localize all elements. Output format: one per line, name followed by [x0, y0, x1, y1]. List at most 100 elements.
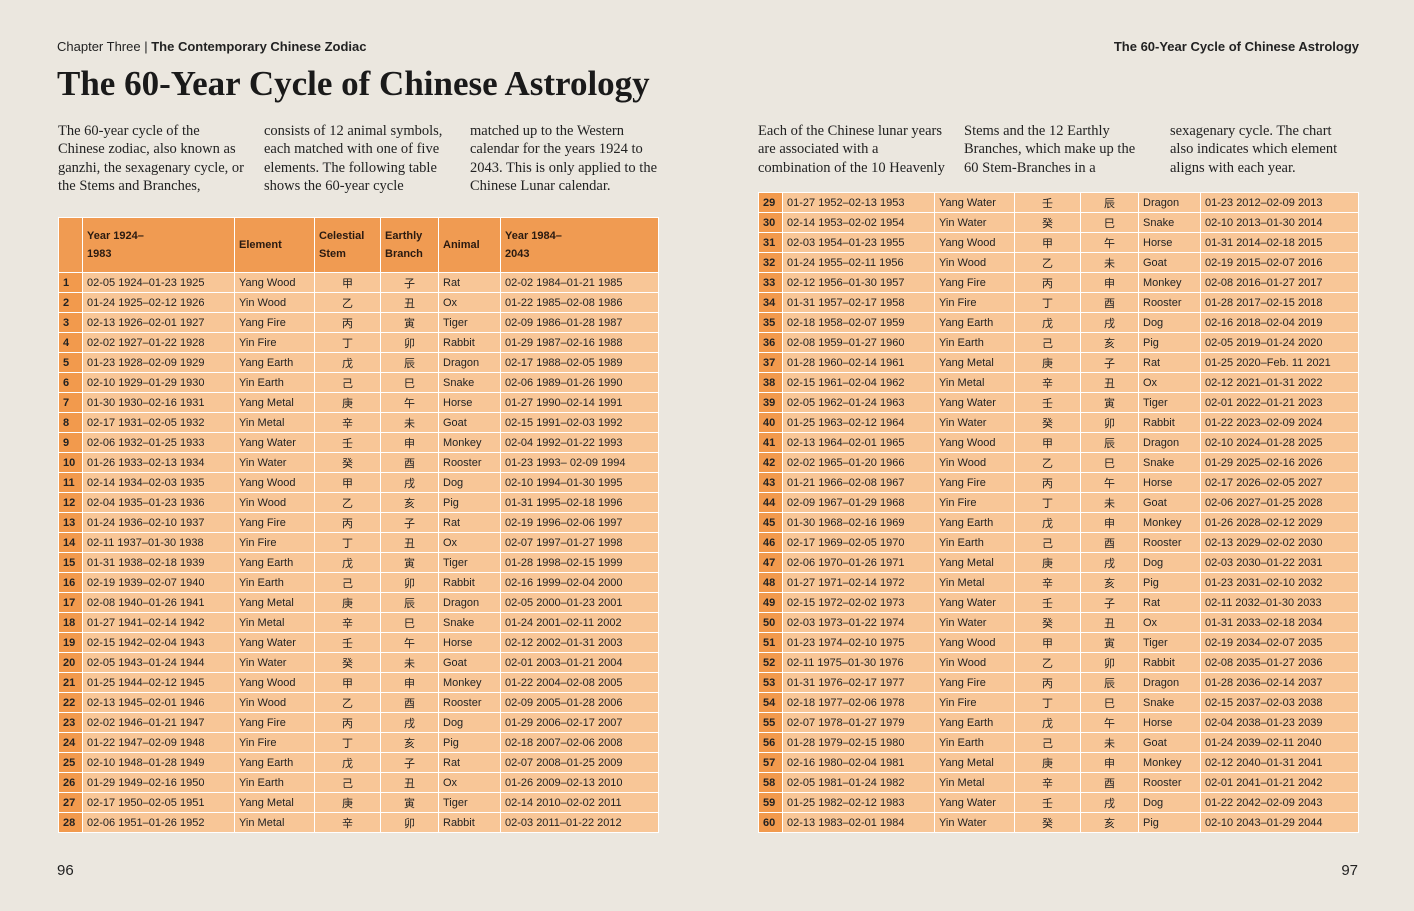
table-cell: 癸 — [314, 652, 381, 673]
table-cell: Yang Wood — [234, 472, 315, 493]
table-cell: 丁 — [314, 732, 381, 753]
table-row: 57 02-16 1980–02-04 1981 Yang Metal 庚申 Monke… — [758, 752, 1359, 773]
table-cell: Yang Earth — [934, 512, 1015, 533]
table-cell: Yin Water — [934, 812, 1015, 833]
table-cell: 卯 — [380, 332, 439, 353]
table-cell: Yang Fire — [234, 312, 315, 333]
table-cell: Rooster — [1138, 532, 1201, 553]
table-cell: 02-04 1935–01-23 1936 — [82, 492, 235, 513]
table-cell: 45 — [758, 512, 783, 533]
table-cell: 己 — [1014, 532, 1081, 553]
table-cell: 02-02 1984–01-21 1985 — [500, 272, 659, 293]
table-cell: 癸 — [1014, 812, 1081, 833]
table-cell: 02-13 1926–02-01 1927 — [82, 312, 235, 333]
table-row: 24 01-22 1947–02-09 1948 Yin Fire 丁亥 Pig 02-1… — [58, 732, 659, 753]
table-cell: 02-05 2000–01-23 2001 — [500, 592, 659, 613]
table-cell: 02-15 1991–02-03 1992 — [500, 412, 659, 433]
table-cell: 戌 — [380, 472, 439, 493]
table-cell: 02-15 1972–02-02 1973 — [782, 592, 935, 613]
table-cell: 申 — [380, 432, 439, 453]
table-cell: 乙 — [314, 292, 381, 313]
table-cell: Yang Wood — [934, 232, 1015, 253]
table-cell: 02-08 2035–01-27 2036 — [1200, 652, 1359, 673]
table-cell: 02-10 1994–01-30 1995 — [500, 472, 659, 493]
zodiac-table: 29 01-27 1952–02-13 1953 Yang Water 壬辰 Drago… — [758, 192, 1359, 833]
table-cell: 02-09 2005–01-28 2006 — [500, 692, 659, 713]
table-cell: Yin Earth — [234, 772, 315, 793]
table-cell: 02-01 2003–01-21 2004 — [500, 652, 659, 673]
table-row: 48 01-27 1971–02-14 1972 Yin Metal 辛亥 Pig 01-… — [758, 572, 1359, 593]
table-cell: 卯 — [380, 812, 439, 833]
table-cell: 01-31 1995–02-18 1996 — [500, 492, 659, 513]
table-cell: 辰 — [380, 592, 439, 613]
table-cell: 子 — [380, 512, 439, 533]
table-cell: Dragon — [1138, 432, 1201, 453]
table-cell: 54 — [758, 692, 783, 713]
table-cell: Dog — [1138, 312, 1201, 333]
table-cell: 02-17 1969–02-05 1970 — [782, 532, 935, 553]
table-cell: Yin Fire — [934, 692, 1015, 713]
table-cell: 01-25 1963–02-12 1964 — [782, 412, 935, 433]
header-text: Earthly Branch — [385, 230, 423, 260]
table-cell: Monkey — [1138, 512, 1201, 533]
table-cell: 02-04 1992–01-22 1993 — [500, 432, 659, 453]
table-cell: 5 — [58, 352, 83, 373]
table-cell: 51 — [758, 632, 783, 653]
table-cell: 02-11 1975–01-30 1976 — [782, 652, 935, 673]
table-cell: Dog — [1138, 792, 1201, 813]
table-cell: 02-13 1945–02-01 1946 — [82, 692, 235, 713]
table-cell: 02-13 1983–02-01 1984 — [782, 812, 935, 833]
table-cell: 02-06 1932–01-25 1933 — [82, 432, 235, 453]
table-cell: 02-10 2013–01-30 2014 — [1200, 212, 1359, 233]
table-row: 17 02-08 1940–01-26 1941 Yang Metal 庚辰 Drago… — [58, 592, 659, 613]
table-cell: 01-29 2025–02-16 2026 — [1200, 452, 1359, 473]
table-cell: 01-31 2033–02-18 2034 — [1200, 612, 1359, 633]
table-cell: Yin Earth — [234, 572, 315, 593]
table-cell: Ox — [1138, 372, 1201, 393]
table-cell: Goat — [438, 652, 501, 673]
chapter-title: The Contemporary Chinese Zodiac — [151, 39, 367, 54]
table-cell: 丁 — [314, 532, 381, 553]
table-cell: 酉 — [380, 452, 439, 473]
table-row: 46 02-17 1969–02-05 1970 Yin Earth 己酉 Rooste… — [758, 532, 1359, 553]
table-cell: Yang Fire — [934, 672, 1015, 693]
table-cell: 01-21 1966–02-08 1967 — [782, 472, 935, 493]
table-cell: 寅 — [1080, 392, 1139, 413]
table-cell: Yang Earth — [234, 552, 315, 573]
table-cell: 巳 — [380, 372, 439, 393]
table-cell: 亥 — [380, 732, 439, 753]
header-cell: Year 1924–1983 — [82, 217, 235, 273]
table-cell: 壬 — [314, 632, 381, 653]
table-cell: Yang Metal — [234, 392, 315, 413]
table-cell: 己 — [1014, 332, 1081, 353]
table-cell: 44 — [758, 492, 783, 513]
table-cell: Yang Earth — [234, 352, 315, 373]
table-cell: 卯 — [380, 572, 439, 593]
table-cell: Yin Metal — [234, 812, 315, 833]
table-cell: Dragon — [1138, 192, 1201, 213]
table-cell: 38 — [758, 372, 783, 393]
table-cell: Rat — [1138, 592, 1201, 613]
table-cell: 辰 — [1080, 432, 1139, 453]
table-cell: 亥 — [380, 492, 439, 513]
table-cell: 02-16 2018–02-04 2019 — [1200, 312, 1359, 333]
table-row: 51 01-23 1974–02-10 1975 Yang Wood 甲寅 Tiger 0… — [758, 632, 1359, 653]
table-cell: Tiger — [1138, 392, 1201, 413]
table-cell: 庚 — [314, 592, 381, 613]
table-cell: Horse — [1138, 232, 1201, 253]
table-cell: 33 — [758, 272, 783, 293]
table-cell: 10 — [58, 452, 83, 473]
table-cell: 01-24 1936–02-10 1937 — [82, 512, 235, 533]
table-cell: 甲 — [314, 272, 381, 293]
table-row: 29 01-27 1952–02-13 1953 Yang Water 壬辰 Drago… — [758, 192, 1359, 213]
table-cell: 56 — [758, 732, 783, 753]
table-cell: 02-16 1999–02-04 2000 — [500, 572, 659, 593]
table-row: 35 02-18 1958–02-07 1959 Yang Earth 戊戌 Dog 02… — [758, 312, 1359, 333]
table-cell: 寅 — [380, 792, 439, 813]
table-cell: 己 — [314, 772, 381, 793]
table-cell: Monkey — [1138, 752, 1201, 773]
table-cell: Ox — [438, 772, 501, 793]
table-cell: Yang Wood — [934, 432, 1015, 453]
table-cell: 辛 — [1014, 372, 1081, 393]
table-cell: 02-12 2040–01-31 2041 — [1200, 752, 1359, 773]
